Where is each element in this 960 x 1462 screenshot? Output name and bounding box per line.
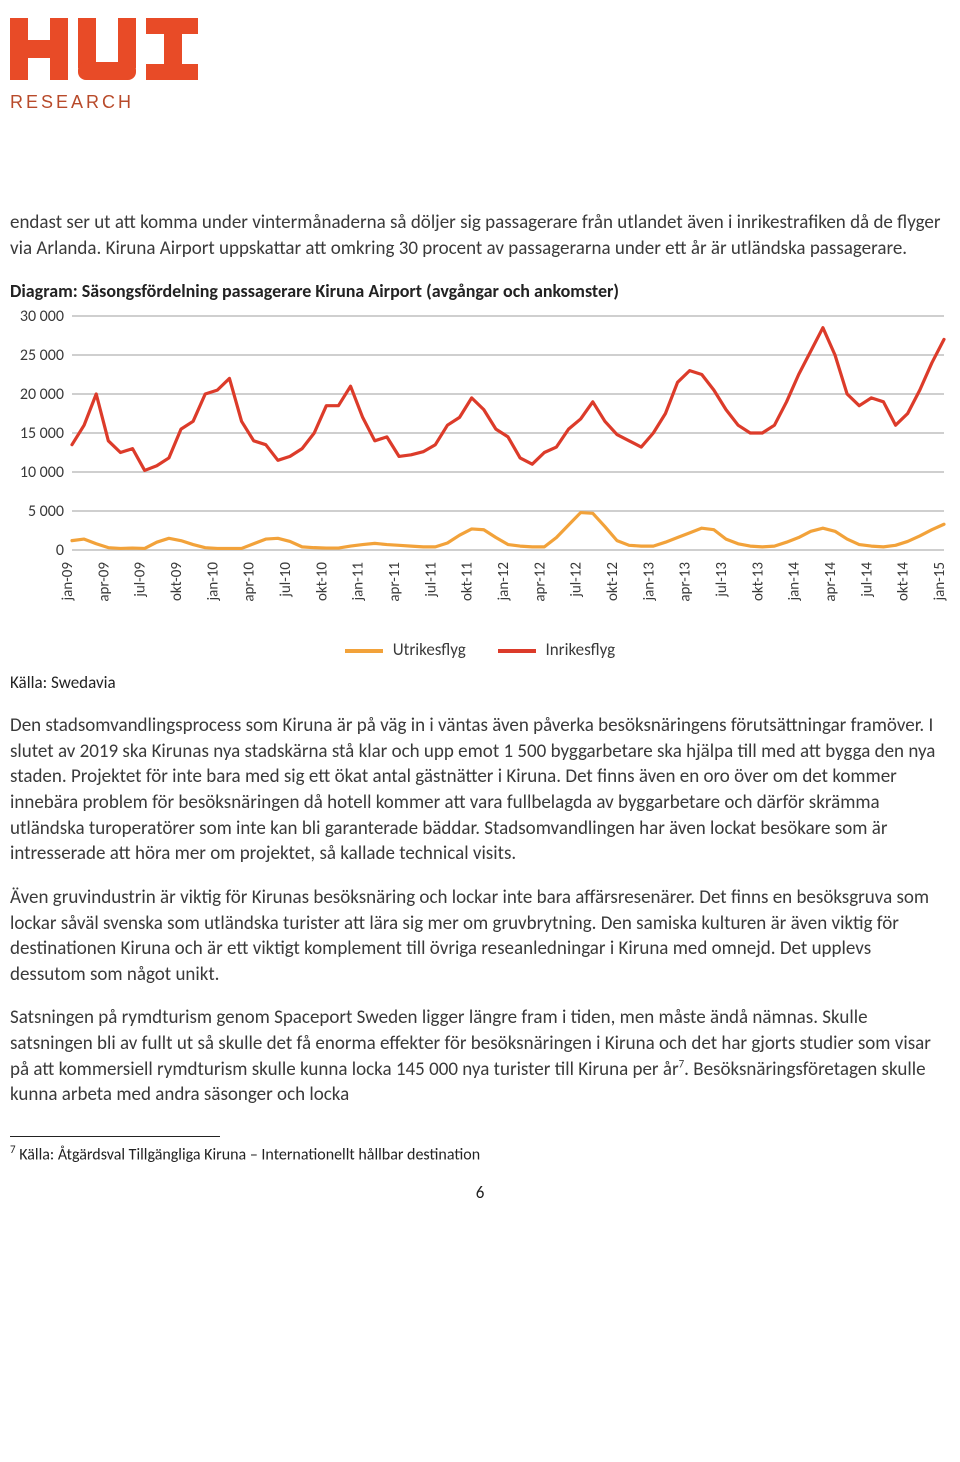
body-paragraph-3: Satsningen på rymdturism genom Spaceport… bbox=[10, 1005, 950, 1108]
hui-logo-icon bbox=[10, 18, 200, 80]
svg-text:20 000: 20 000 bbox=[20, 385, 64, 404]
document-page: RESEARCH endast ser ut att komma under v… bbox=[0, 0, 960, 1229]
seasonal-chart: 0 5 000 10 000 15 000 20 000 25 000 30 000 jan-… bbox=[10, 310, 950, 663]
svg-text:jan-13: jan-13 bbox=[640, 561, 658, 601]
svg-text:15 000: 15 000 bbox=[20, 424, 64, 443]
body-paragraph-1: Den stadsomvandlingsprocess som Kiruna ä… bbox=[10, 713, 950, 867]
chart-title: Diagram: Säsongsfördelning passagerare K… bbox=[10, 279, 950, 303]
footnote-text: Källa: Åtgärdsval Tillgängliga Kiruna – … bbox=[16, 1145, 481, 1164]
svg-text:apr-12: apr-12 bbox=[531, 562, 549, 602]
svg-text:okt-12: okt-12 bbox=[604, 562, 622, 601]
svg-text:okt-11: okt-11 bbox=[459, 562, 477, 601]
legend-swatch-inrikes bbox=[498, 649, 536, 653]
footnote-7: 7 Källa: Åtgärdsval Tillgängliga Kiruna … bbox=[10, 1143, 950, 1166]
svg-text:jul-10: jul-10 bbox=[277, 561, 295, 597]
svg-text:jan-11: jan-11 bbox=[350, 562, 368, 601]
page-number: 6 bbox=[10, 1182, 950, 1205]
svg-text:apr-13: apr-13 bbox=[677, 561, 695, 601]
legend-item-inrikes: Inrikesflyg bbox=[498, 639, 616, 662]
svg-text:jan-15: jan-15 bbox=[931, 562, 949, 601]
svg-text:jul-11: jul-11 bbox=[422, 562, 440, 598]
svg-text:jan-10: jan-10 bbox=[204, 561, 222, 601]
svg-text:5 000: 5 000 bbox=[28, 502, 64, 521]
svg-text:okt-14: okt-14 bbox=[895, 561, 913, 600]
svg-text:jul-14: jul-14 bbox=[858, 561, 876, 597]
svg-text:apr-09: apr-09 bbox=[95, 561, 113, 601]
svg-text:jul-09: jul-09 bbox=[132, 561, 150, 597]
svg-text:apr-10: apr-10 bbox=[241, 561, 259, 601]
svg-text:30 000: 30 000 bbox=[20, 310, 64, 326]
legend-swatch-utrikes bbox=[345, 649, 383, 653]
svg-text:apr-14: apr-14 bbox=[822, 561, 840, 601]
legend-label-utrikes: Utrikesflyg bbox=[393, 639, 466, 660]
legend-item-utrikes: Utrikesflyg bbox=[345, 639, 466, 662]
svg-text:jan-14: jan-14 bbox=[786, 561, 804, 601]
footnote-rule bbox=[10, 1136, 220, 1137]
svg-text:apr-11: apr-11 bbox=[386, 562, 404, 602]
logo-block: RESEARCH bbox=[10, 18, 950, 114]
svg-text:10 000: 10 000 bbox=[20, 463, 64, 482]
chart-source: Källa: Swedavia bbox=[10, 672, 950, 695]
svg-text:jan-09: jan-09 bbox=[59, 561, 77, 601]
svg-text:jan-12: jan-12 bbox=[495, 562, 513, 601]
intro-paragraph: endast ser ut att komma under vintermåna… bbox=[10, 210, 950, 261]
chart-legend: Utrikesflyg Inrikesflyg bbox=[10, 639, 950, 662]
body-paragraph-2: Även gruvindustrin är viktig för Kirunas… bbox=[10, 885, 950, 988]
svg-text:okt-10: okt-10 bbox=[313, 561, 331, 600]
svg-text:okt-13: okt-13 bbox=[749, 561, 767, 600]
svg-text:0: 0 bbox=[56, 541, 64, 560]
svg-text:jul-13: jul-13 bbox=[713, 561, 731, 597]
logo-subtext: RESEARCH bbox=[10, 90, 950, 114]
legend-label-inrikes: Inrikesflyg bbox=[545, 639, 615, 660]
svg-text:25 000: 25 000 bbox=[20, 346, 64, 365]
svg-text:okt-09: okt-09 bbox=[168, 561, 186, 600]
svg-text:jul-12: jul-12 bbox=[568, 562, 586, 598]
